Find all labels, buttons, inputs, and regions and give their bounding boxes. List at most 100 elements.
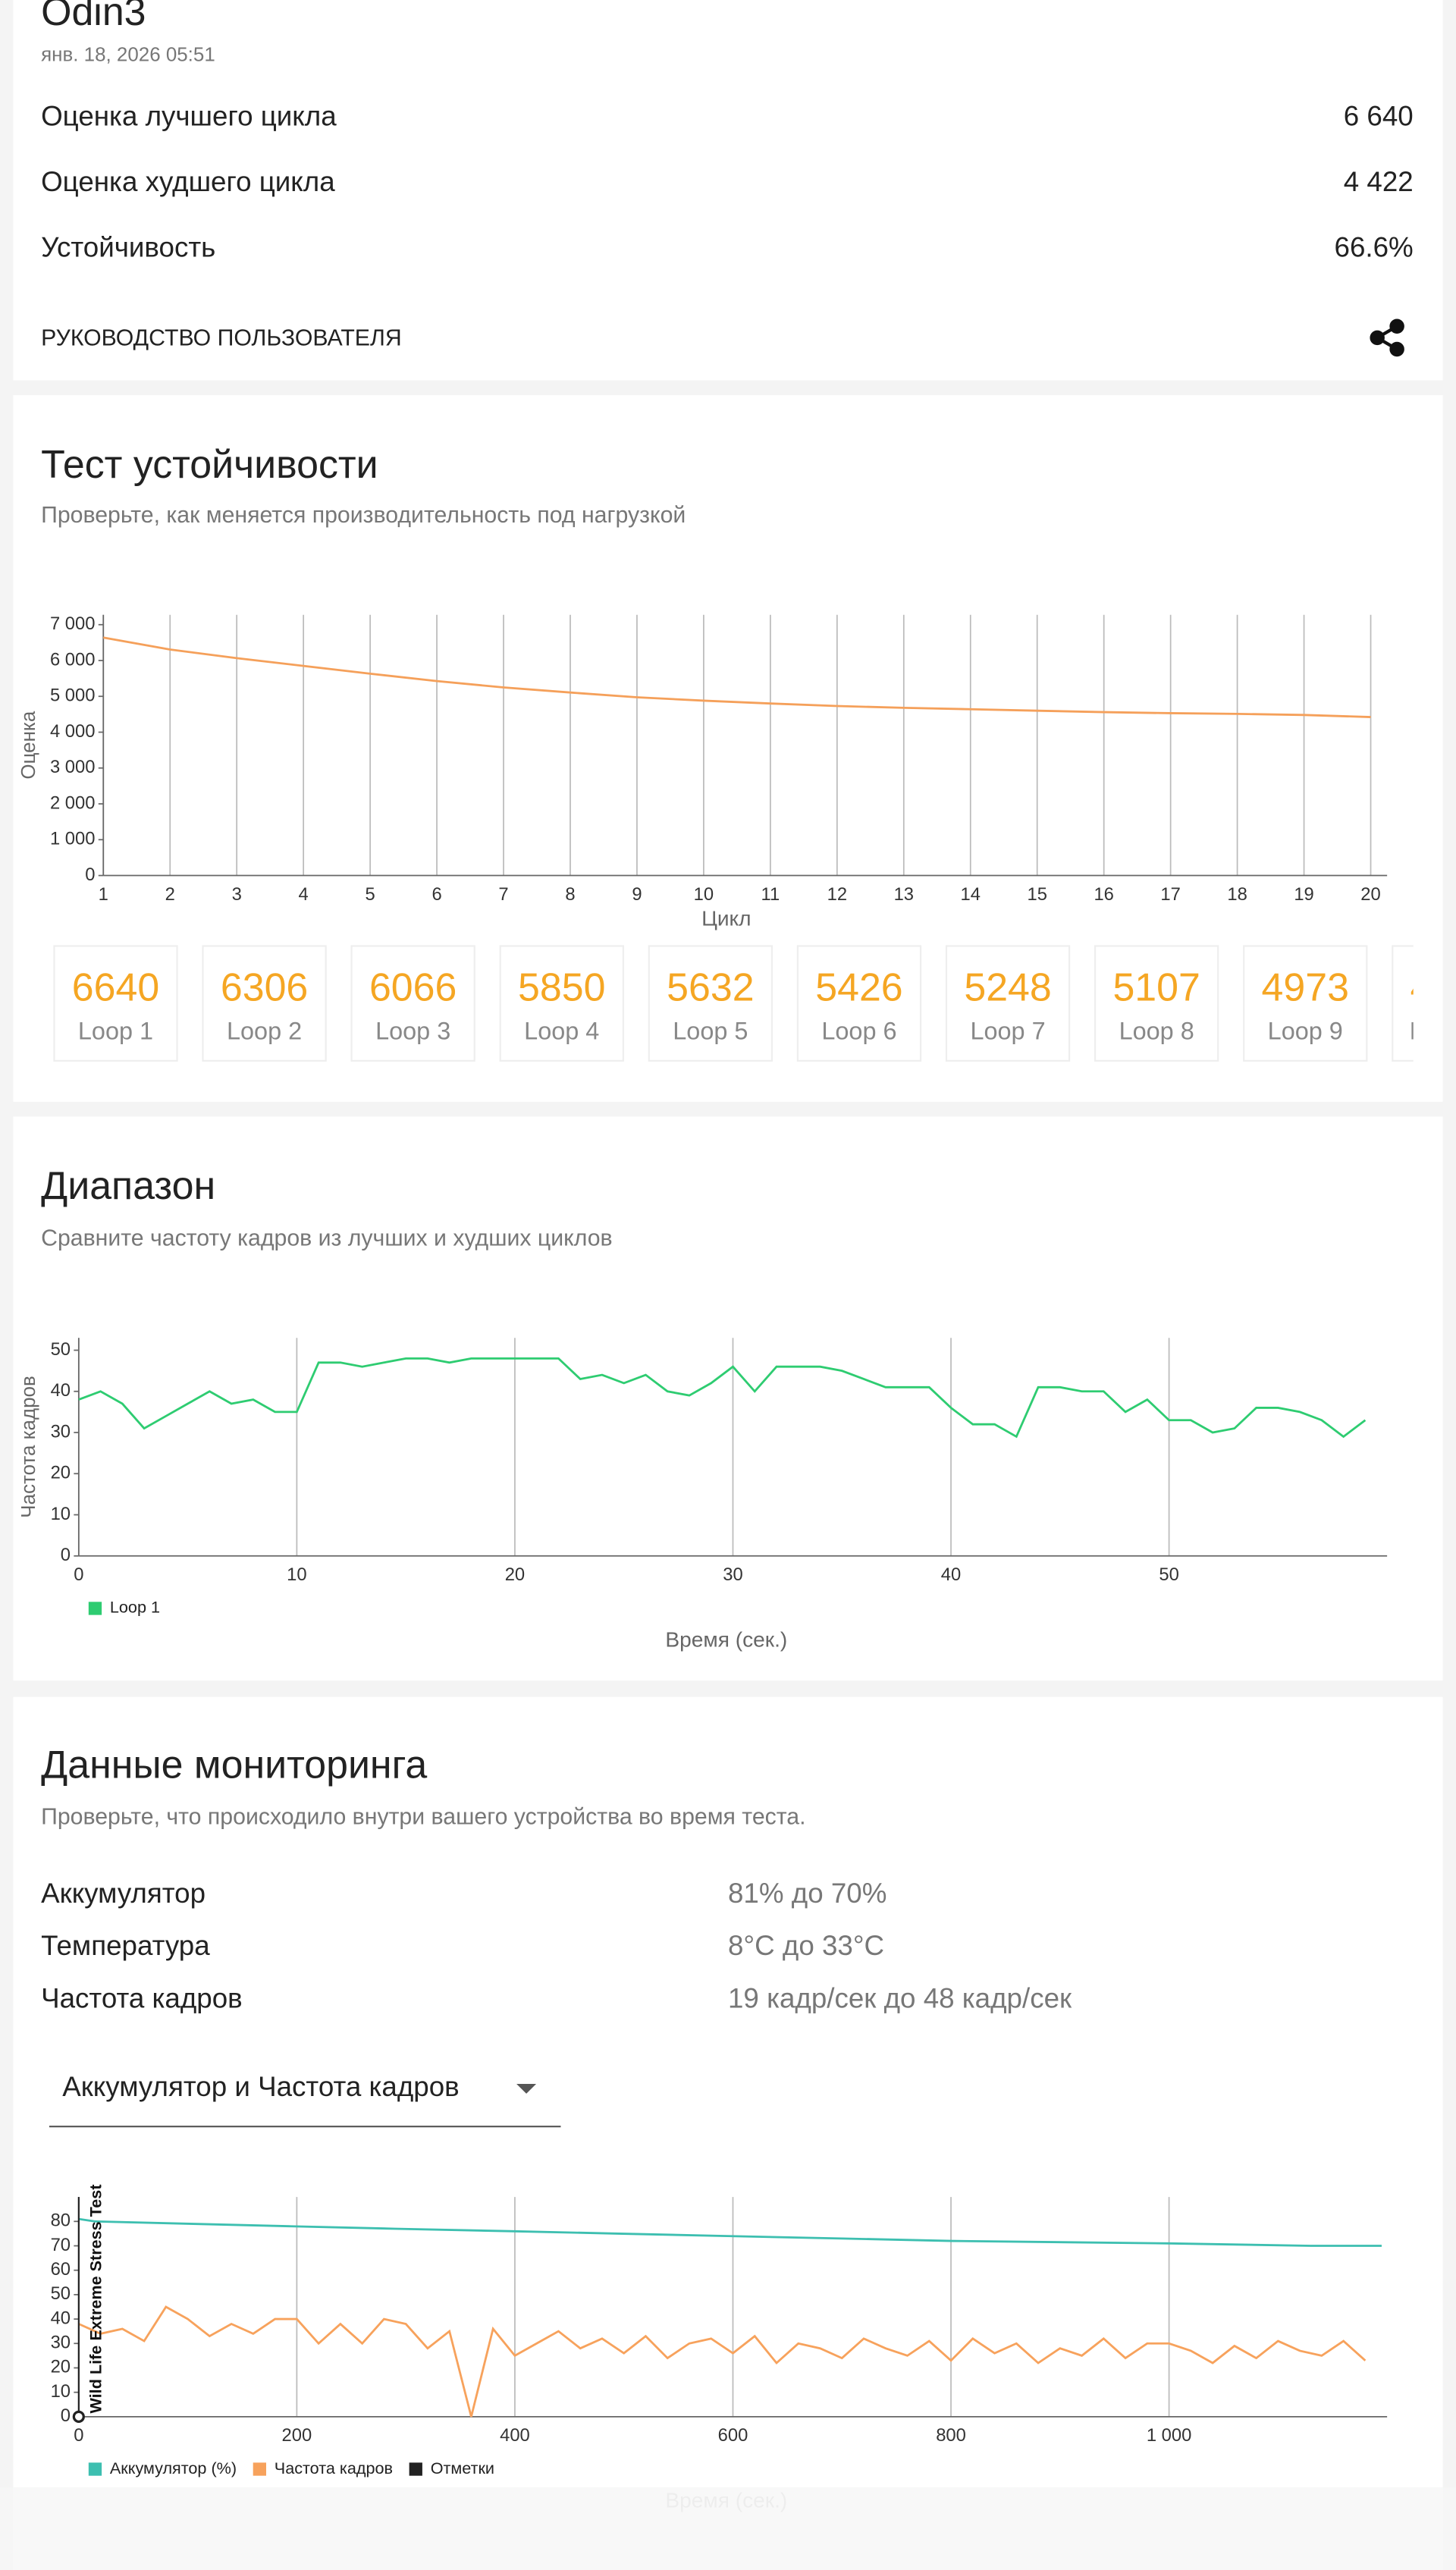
loop-score: 5107 <box>1112 965 1200 1009</box>
date: янв. 18, 2026 05:51 <box>41 44 215 65</box>
loop-card <box>648 945 774 1062</box>
y-axis-label: Частота кадров <box>18 1376 39 1517</box>
device-title: Odin3 <box>41 0 146 33</box>
share-button[interactable] <box>1370 319 1404 357</box>
legend-label: Частота кадров <box>275 2459 393 2477</box>
row-label: Аккумулятор <box>41 1878 206 1909</box>
dropdown[interactable]: Аккумулятор и Частота кадров <box>49 2071 561 2128</box>
row-value: 66.6% <box>1335 231 1414 262</box>
x-tick-label: 30 <box>723 1564 742 1585</box>
section-subtitle: Сравните частоту кадров из лучших и худш… <box>41 1226 613 1251</box>
legend-swatch <box>409 2462 422 2476</box>
loop-card <box>1392 945 1414 1062</box>
loop-name: Loop 1 <box>78 1018 153 1045</box>
loop-score: 5426 <box>815 965 902 1009</box>
loop-score: 6306 <box>221 965 308 1009</box>
loop-score: 5248 <box>964 965 1051 1009</box>
loop-cards: 6640 Loop 1 6306 Loop 2 6066 Loop 3 5850 Loop 4… <box>53 945 1456 1062</box>
y-tick-label: 0 <box>61 2405 71 2426</box>
x-tick-label: 800 <box>936 2425 966 2446</box>
y-tick-label: 50 <box>51 1339 71 1360</box>
x-axis-label: Время (сек.) <box>665 1628 787 1652</box>
x-tick-label: 11 <box>761 884 780 905</box>
loop-name: Loop 10 <box>1410 1018 1456 1045</box>
row-value: 6 640 <box>1344 100 1414 131</box>
x-tick-label: 7 <box>498 884 508 905</box>
loop-score: 5850 <box>518 965 605 1009</box>
x-tick-label: 15 <box>1027 884 1046 905</box>
x-tick-label: 17 <box>1160 884 1180 905</box>
row-label: Температура <box>41 1930 210 1961</box>
legend-swatch <box>88 2462 102 2476</box>
loop-name: Loop 7 <box>970 1018 1045 1045</box>
y-tick-label: 40 <box>51 1380 71 1401</box>
legend-label: Отметки <box>431 2459 494 2477</box>
section-subtitle: Проверьте, как меняется производительнос… <box>41 503 686 528</box>
loop-name: Loop 5 <box>673 1018 748 1045</box>
summary-card <box>13 0 1443 381</box>
row-label: Устойчивость <box>41 231 215 262</box>
x-tick-label: 9 <box>632 884 642 905</box>
loop-card <box>945 945 1071 1062</box>
x-tick-label: 3 <box>232 884 242 905</box>
x-tick-label: 16 <box>1094 884 1113 905</box>
line <box>78 1357 1367 1439</box>
y-tick-label: 20 <box>51 2357 71 2377</box>
loop-name: Loop 6 <box>821 1018 896 1045</box>
loop-card <box>202 945 327 1062</box>
row-value: 81% до 70% <box>728 1878 886 1909</box>
legend-label: Loop 1 <box>110 1598 160 1617</box>
x-tick-label: 4 <box>299 884 309 905</box>
y-tick-label: 0 <box>85 865 95 885</box>
y-tick-label: 7 000 <box>50 613 95 634</box>
loop-score: 4880 <box>1410 965 1456 1009</box>
x-tick-label: 18 <box>1227 884 1247 905</box>
x-tick-label: 13 <box>894 884 914 905</box>
x-axis-label: Цикл <box>701 906 751 930</box>
row-label: Оценка худшего цикла <box>41 166 335 197</box>
loop-score: 6066 <box>369 965 457 1009</box>
guide-link[interactable]: РУКОВОДСТВО ПОЛЬЗОВАТЕЛЯ <box>41 326 402 351</box>
x-tick-label: 2 <box>165 884 175 905</box>
y-tick-label: 80 <box>51 2211 71 2231</box>
x-tick-label: 10 <box>287 1564 306 1585</box>
dropdown-arrow[interactable] <box>516 2083 537 2094</box>
legend-swatch <box>88 1602 102 1615</box>
y-tick-label: 70 <box>51 2235 71 2255</box>
x-tick-label: 20 <box>1360 884 1380 905</box>
line <box>78 2217 1382 2247</box>
y-tick-label: 30 <box>51 2333 71 2353</box>
row-label: Частота кадров <box>41 1982 243 2013</box>
line <box>103 636 1371 718</box>
y-axis-label: Оценка <box>18 711 39 779</box>
x-tick-label: 1 <box>99 884 108 905</box>
y-tick-label: 4 000 <box>50 721 95 742</box>
y-tick-label: 30 <box>51 1421 71 1442</box>
x-tick-label: 6 <box>431 884 441 905</box>
loop-name: Loop 9 <box>1268 1018 1343 1045</box>
x-tick-label: 400 <box>500 2425 530 2446</box>
legend-label: Аккумулятор (%) <box>110 2459 237 2477</box>
x-tick-label: 1 000 <box>1147 2425 1191 2446</box>
x-tick-label: 12 <box>827 884 847 905</box>
y-tick-label: 5 000 <box>50 686 95 706</box>
loop-card <box>796 945 922 1062</box>
x-tick-label: 10 <box>694 884 714 905</box>
dropdown-text[interactable]: Аккумулятор и Частота кадров <box>62 2071 459 2102</box>
x-tick-label: 200 <box>282 2425 312 2446</box>
x-tick-label: 0 <box>74 1564 83 1585</box>
y-tick-label: 1 000 <box>50 829 95 849</box>
loop-card <box>350 945 475 1062</box>
section-title: Диапазон <box>41 1163 215 1207</box>
y-tick-label: 60 <box>51 2259 71 2280</box>
section-title: Тест устойчивости <box>41 442 378 486</box>
loop-card <box>499 945 624 1062</box>
marker-dot <box>72 2410 85 2423</box>
loop-score: 4973 <box>1262 965 1349 1009</box>
y-tick-label: 40 <box>51 2308 71 2328</box>
y-tick-label: 20 <box>51 1463 71 1483</box>
